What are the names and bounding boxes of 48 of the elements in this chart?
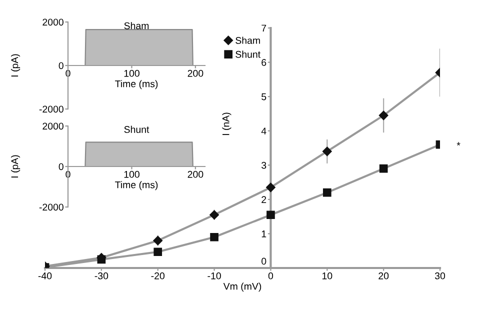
point (322, 188, 332, 197)
y-tick-label: 6 (262, 59, 266, 66)
y-axis-title: I (nA) (222, 112, 232, 135)
x-tick-label: 200 (188, 70, 204, 77)
point (266, 182, 276, 192)
x-tick-label: 200 (188, 170, 204, 178)
x-tick-label: 0 (268, 272, 274, 280)
x-tick-label: 30 (434, 272, 446, 280)
y-tick-label: 0 (262, 258, 266, 265)
x-tick-label: 20 (378, 272, 389, 280)
y-tick-label: 5 (262, 93, 266, 100)
x-axis-title: Vm (mV) (223, 282, 262, 292)
y-tick-label: 0 (58, 62, 64, 70)
x-tick-label: -30 (94, 272, 108, 280)
point (266, 210, 275, 220)
chart-title: Shunt (124, 126, 150, 133)
point (210, 232, 218, 242)
legend-label: Shunt (236, 50, 260, 58)
y-tick-label: 2 (262, 196, 266, 203)
x-axis-title: Time (ms) (115, 80, 158, 90)
point (378, 110, 388, 120)
point (322, 146, 332, 156)
y-axis-title: I (pA) (10, 155, 20, 178)
chart-title: Sham (124, 22, 149, 30)
y-tick-label: 0 (58, 163, 64, 170)
annotation: * (456, 142, 460, 146)
y-tick-label: 4 (261, 128, 266, 134)
x-tick-label: -40 (38, 272, 52, 280)
y-tick-label: 1 (262, 230, 266, 238)
y-tick-label: -2000 (39, 106, 64, 113)
x-tick-label: -20 (151, 272, 165, 280)
point (97, 255, 106, 264)
y-tick-label: -2000 (39, 204, 64, 211)
point (210, 210, 219, 220)
x-tick-label: 100 (124, 70, 140, 77)
x-tick-label: -10 (208, 272, 221, 280)
point (154, 248, 162, 256)
y-tick-label: 2000 (42, 122, 64, 130)
x-tick-label: 100 (124, 170, 140, 178)
legend-label: Sham (236, 36, 260, 44)
y-axis-title: I (pA) (10, 54, 20, 76)
x-axis-title: Time (ms) (115, 181, 158, 190)
point (379, 164, 388, 173)
y-tick-label: 2000 (42, 18, 64, 26)
y-tick-label: 7 (262, 24, 266, 32)
y-tick-label: 3 (262, 162, 266, 169)
point (153, 236, 162, 246)
x-tick-label: 10 (322, 272, 332, 280)
